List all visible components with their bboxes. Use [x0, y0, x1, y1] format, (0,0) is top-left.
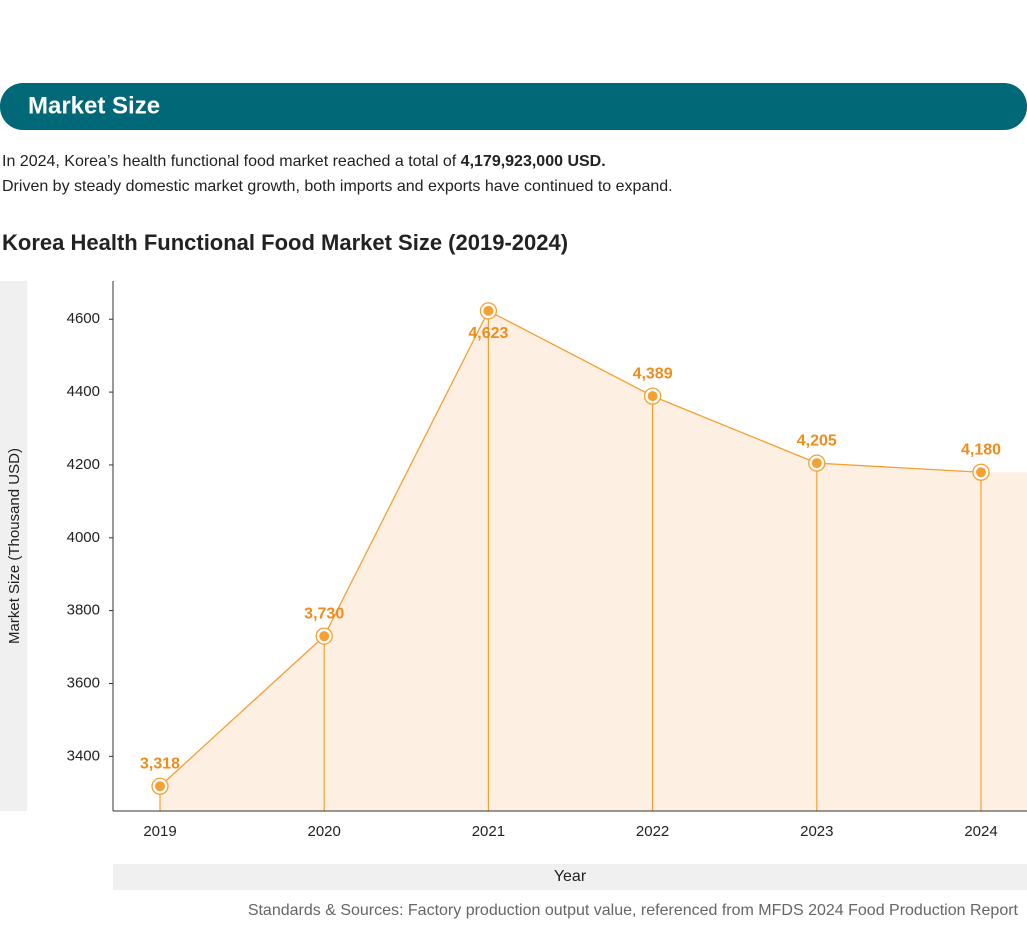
x-tick-label: 2019 [143, 823, 176, 840]
y-tick-label: 4000 [67, 529, 100, 546]
y-tick-label: 4400 [67, 383, 100, 400]
y-tick-label: 3800 [67, 602, 100, 619]
x-axis-label: Year [554, 868, 587, 885]
y-tick-label: 4600 [67, 310, 100, 327]
intro-line: In 2024, Korea’s health functional food … [2, 153, 606, 170]
area [160, 310, 1027, 811]
value-label: 3,730 [304, 605, 344, 622]
intro-line: Driven by steady domestic market growth,… [2, 178, 673, 195]
y-tick-label: 3400 [67, 747, 100, 764]
x-tick-label: 2020 [308, 823, 341, 840]
header-bar [0, 83, 1027, 130]
value-label: 4,205 [797, 432, 837, 449]
header-title: Market Size [28, 92, 160, 119]
y-axis-label: Market Size (Thousand USD) [6, 448, 23, 644]
intro-text: In 2024, Korea’s health functional food … [2, 153, 461, 170]
intro-bold: 4,179,923,000 USD. [461, 153, 606, 170]
chart-title: Korea Health Functional Food Market Size… [2, 230, 568, 255]
marker [976, 467, 986, 478]
x-tick-label: 2021 [472, 823, 505, 840]
value-label: 4,180 [961, 441, 1001, 458]
marker [155, 781, 165, 792]
y-tick-label: 4200 [67, 456, 100, 473]
marker [647, 391, 658, 402]
line [159, 309, 982, 787]
marker [811, 458, 822, 469]
source-note: Standards & Sources: Factory production … [248, 902, 1019, 919]
x-label-box [113, 864, 1027, 890]
x-tick-label: 2022 [636, 823, 669, 840]
y-tick-label: 3600 [67, 674, 100, 691]
marker [319, 631, 330, 642]
value-label: 4,623 [468, 325, 508, 342]
x-tick-label: 2024 [964, 823, 997, 840]
plot: 3400 3600 3800 4000 4200 4400 4600 3,318 3,730 4,… [67, 302, 1027, 840]
value-label: 4,389 [633, 365, 673, 382]
y-label-box [0, 281, 27, 811]
value-label: 3,318 [140, 755, 180, 772]
marker [483, 305, 494, 316]
x-tick-label: 2023 [800, 823, 833, 840]
